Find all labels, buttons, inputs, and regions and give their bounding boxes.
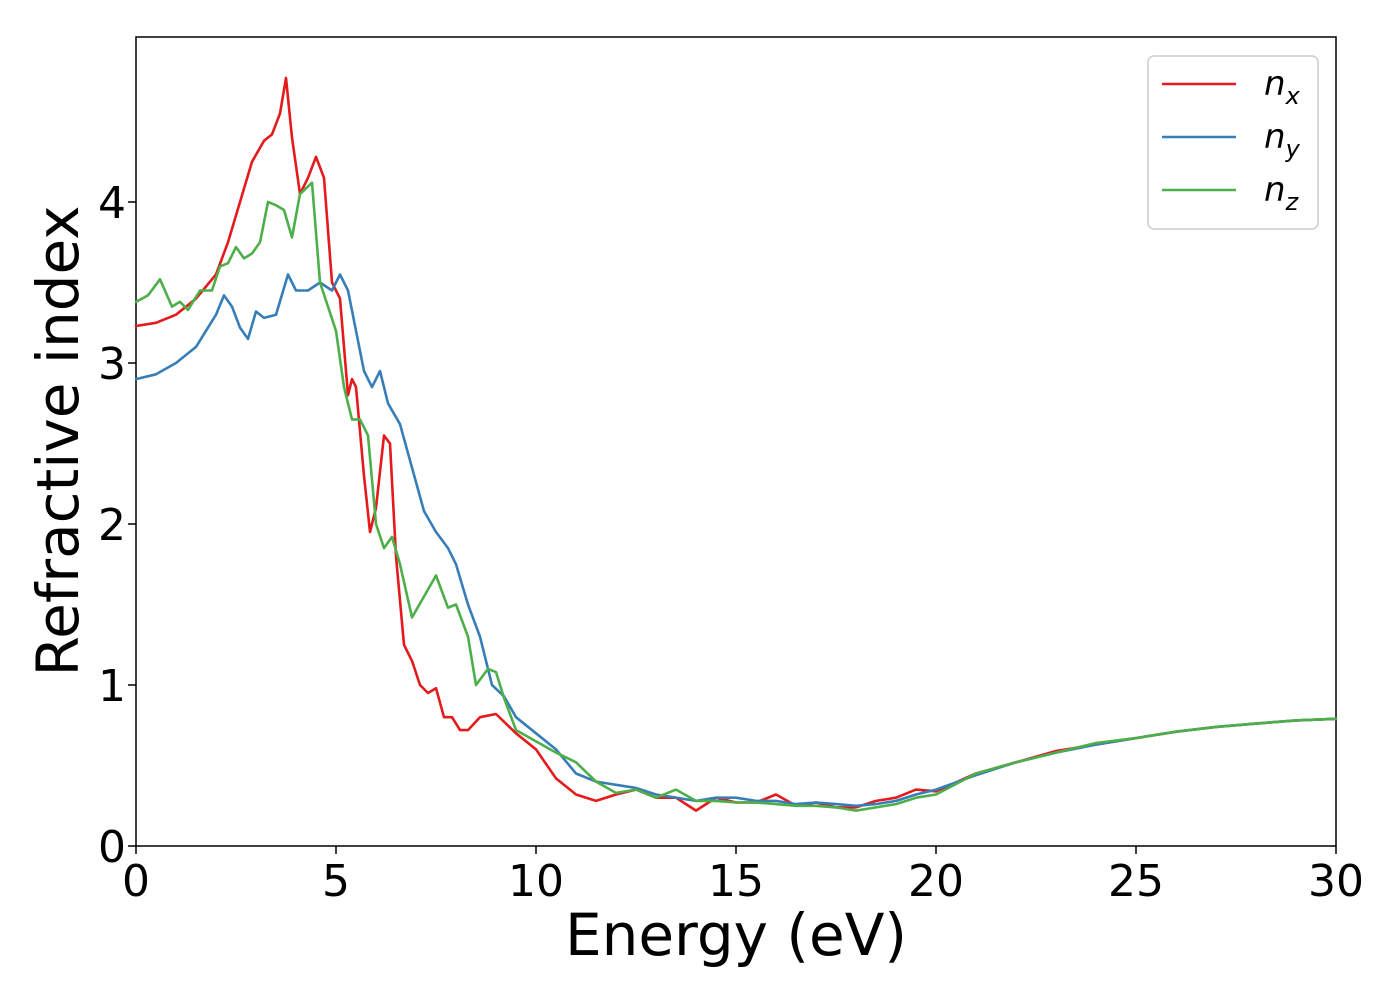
plot-frame <box>135 36 1337 847</box>
x-tick-label: 10 <box>508 856 564 907</box>
series-line-ny <box>134 273 1338 808</box>
legend-label-subscript: x <box>1285 82 1301 110</box>
x-tick-label: 5 <box>322 856 350 907</box>
legend-box <box>1147 55 1319 230</box>
x-axis-ticks: 0 5 10 15 20 25 30 <box>122 846 1364 907</box>
y-tick-label: 3 <box>98 339 126 390</box>
legend-label-subscript: z <box>1285 188 1300 216</box>
x-tick-label: 30 <box>1308 856 1364 907</box>
x-tick-label: 20 <box>908 856 964 907</box>
series-line-nx <box>134 76 1338 812</box>
legend-label-subscript: y <box>1285 135 1301 163</box>
y-tick-label: 4 <box>98 178 126 229</box>
y-tick-label: 0 <box>98 822 126 873</box>
y-axis-ticks: 0 1 2 3 4 <box>98 178 136 873</box>
y-tick-label: 2 <box>98 500 126 551</box>
x-axis-label: Energy (eV) <box>565 901 907 969</box>
series-line-nz <box>134 181 1338 812</box>
y-tick-label: 1 <box>98 661 126 712</box>
y-axis-label: Refractive index <box>24 205 92 676</box>
x-tick-label: 25 <box>1108 856 1164 907</box>
x-tick-label: 0 <box>122 856 150 907</box>
x-tick-label: 15 <box>708 856 764 907</box>
series-layer <box>134 76 1338 812</box>
